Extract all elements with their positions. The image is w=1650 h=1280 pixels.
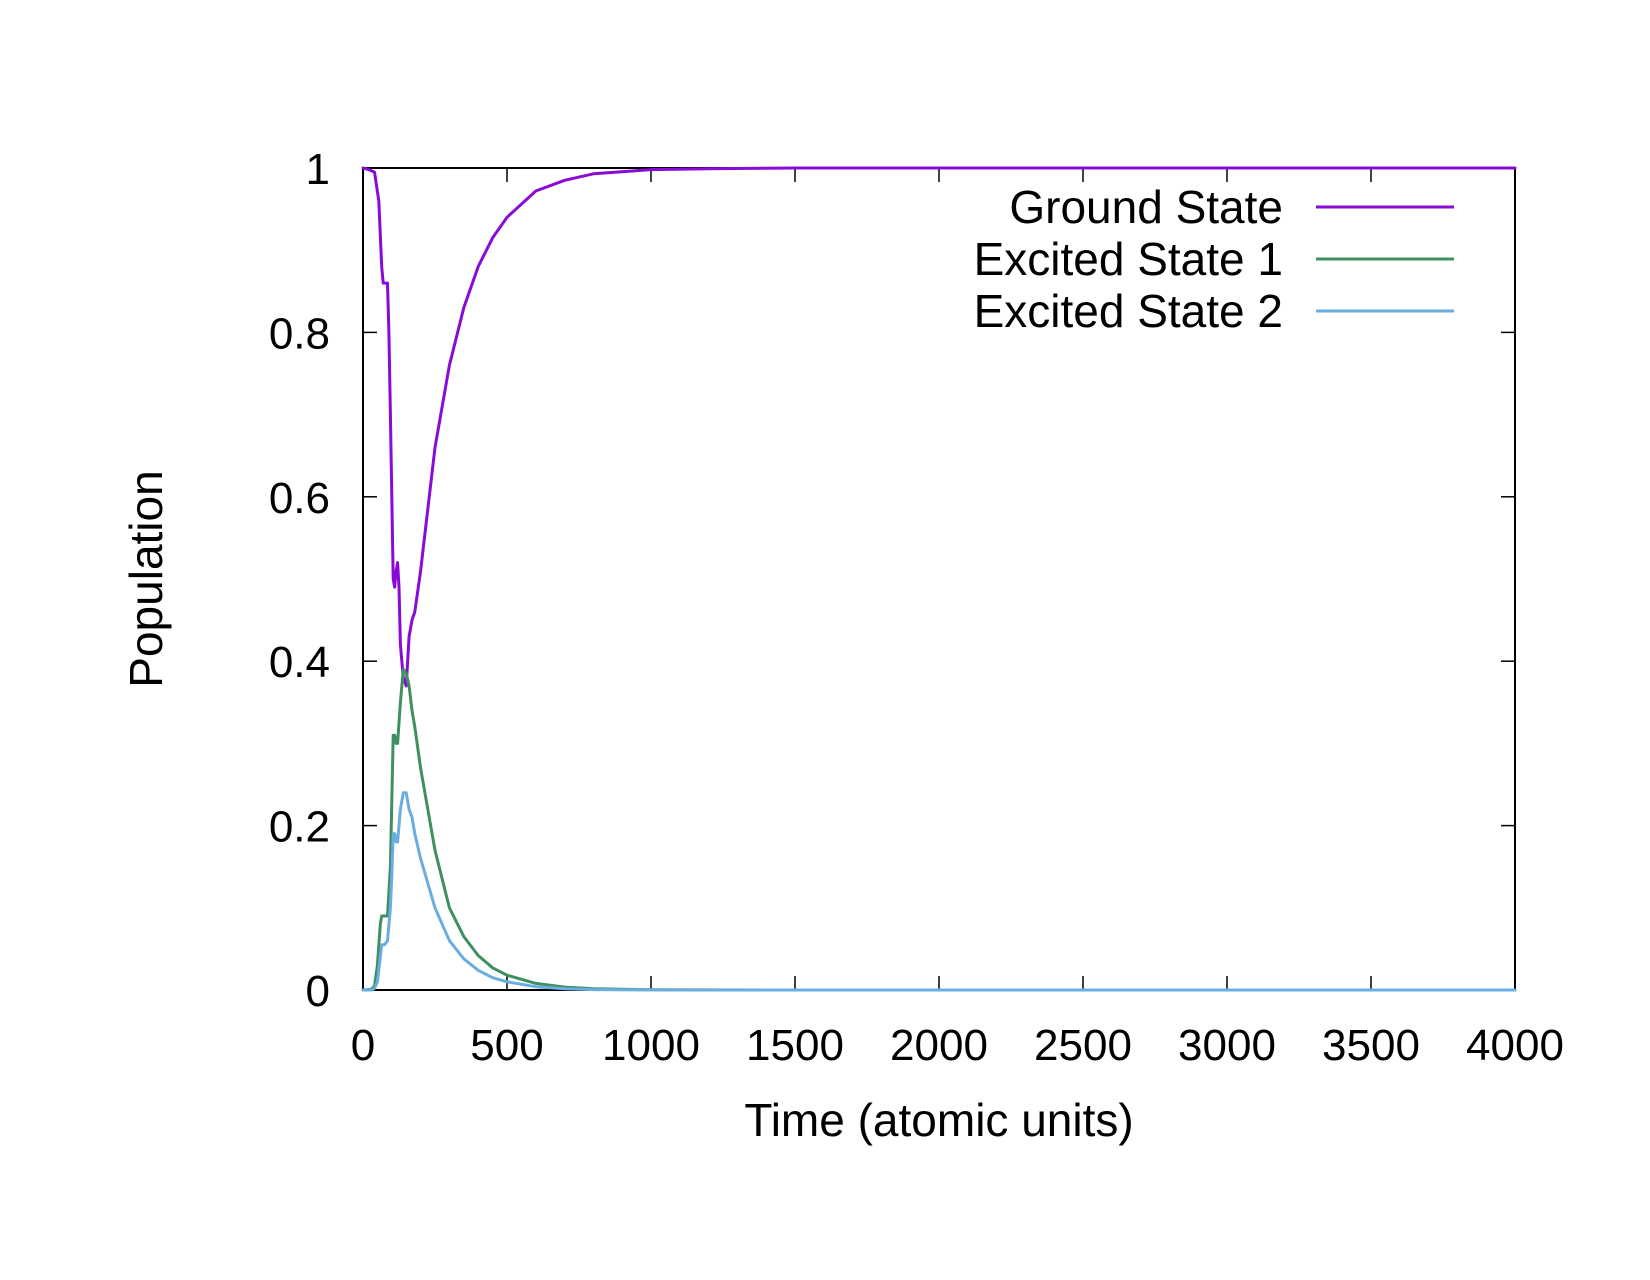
y-tick-label: 0.2 bbox=[269, 803, 330, 852]
x-tick-label: 500 bbox=[470, 1021, 543, 1070]
legend-label-3: Excited State 2 bbox=[974, 285, 1283, 337]
legend-label-1: Ground State bbox=[1009, 181, 1283, 233]
x-tick-label: 3500 bbox=[1322, 1021, 1420, 1070]
series-layer bbox=[361, 166, 1517, 992]
x-axis-title: Time (atomic units) bbox=[744, 1094, 1133, 1146]
series-line-3 bbox=[361, 791, 1517, 992]
y-tick-label: 0 bbox=[306, 967, 330, 1016]
plot-frame bbox=[362, 167, 1516, 991]
x-tick-label: 4000 bbox=[1466, 1021, 1564, 1070]
y-tick-label: 0.8 bbox=[269, 309, 330, 358]
y-tick-label: 0.6 bbox=[269, 474, 330, 523]
y-tick-label: 0.4 bbox=[269, 638, 330, 687]
x-tick-label: 0 bbox=[351, 1021, 375, 1070]
series-line-1 bbox=[361, 166, 1517, 688]
legend-label-2: Excited State 1 bbox=[974, 233, 1283, 285]
x-tick-label: 3000 bbox=[1178, 1021, 1276, 1070]
x-tick-label: 2500 bbox=[1034, 1021, 1132, 1070]
tick-layer: 0 500 1000 1500 2000 2500 3000 3500 4000 0 0.2 0.4 0… bbox=[269, 145, 1564, 1070]
y-tick-label: 1 bbox=[306, 145, 330, 194]
x-tick-label: 2000 bbox=[890, 1021, 988, 1070]
x-tick-label: 1500 bbox=[746, 1021, 844, 1070]
y-axis-title: Population bbox=[120, 470, 172, 687]
series-line-2 bbox=[361, 667, 1517, 992]
x-tick-label: 1000 bbox=[602, 1021, 700, 1070]
